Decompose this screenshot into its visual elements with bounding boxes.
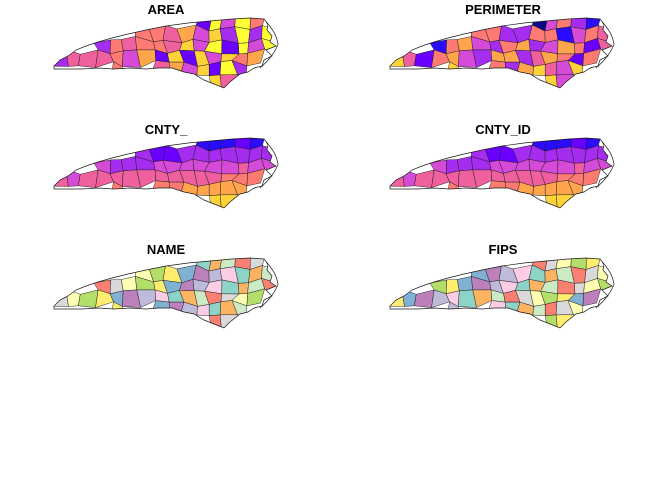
county-polygon xyxy=(208,61,222,76)
county-polygon xyxy=(238,42,249,55)
county-polygon xyxy=(574,42,585,55)
panel-name: NAME xyxy=(53,242,279,329)
county-polygon xyxy=(208,301,222,316)
state-border xyxy=(53,17,277,89)
county-polygon xyxy=(544,181,558,196)
state-border xyxy=(53,137,277,209)
county-polygon xyxy=(582,288,601,307)
state-border xyxy=(53,257,277,329)
nc-county-map-name xyxy=(53,257,279,329)
outer-banks-line xyxy=(259,21,279,69)
county-polygon xyxy=(196,64,210,76)
outer-banks-line xyxy=(259,261,279,309)
panel-title-fips: FIPS xyxy=(489,242,518,257)
panel-title-cnty: CNTY_ xyxy=(145,122,188,137)
county-polygon xyxy=(544,301,558,316)
outer-banks-line xyxy=(595,21,615,69)
outer-banks-line xyxy=(259,141,279,189)
county-polygon xyxy=(532,184,546,196)
county-polygon xyxy=(196,184,210,196)
nc-county-map-fips xyxy=(389,257,615,329)
county-polygon xyxy=(238,162,249,175)
outer-banks-line xyxy=(595,141,615,189)
county-polygon xyxy=(532,64,546,76)
panel-title-area: AREA xyxy=(148,2,185,17)
county-polygon xyxy=(246,48,265,67)
state-border xyxy=(389,257,613,329)
county-polygon xyxy=(574,162,585,175)
panel-title-perimeter: PERIMETER xyxy=(465,2,541,17)
county-polygon xyxy=(196,304,210,316)
county-polygon xyxy=(582,168,601,187)
state-border xyxy=(389,137,613,209)
panel-title-cnty-id: CNTY_ID xyxy=(475,122,531,137)
county-polygon xyxy=(574,282,585,295)
county-layer xyxy=(54,258,276,328)
outer-banks-line xyxy=(595,261,615,309)
county-polygon xyxy=(544,61,558,76)
county-layer xyxy=(390,258,612,328)
county-polygon xyxy=(246,288,265,307)
county-polygon xyxy=(246,168,265,187)
county-polygon xyxy=(208,181,222,196)
state-border xyxy=(389,17,613,89)
county-polygon xyxy=(582,48,601,67)
county-polygon xyxy=(532,304,546,316)
panel-title-name: NAME xyxy=(147,242,186,257)
panel-fips: FIPS xyxy=(389,242,615,329)
county-polygon xyxy=(238,282,249,295)
